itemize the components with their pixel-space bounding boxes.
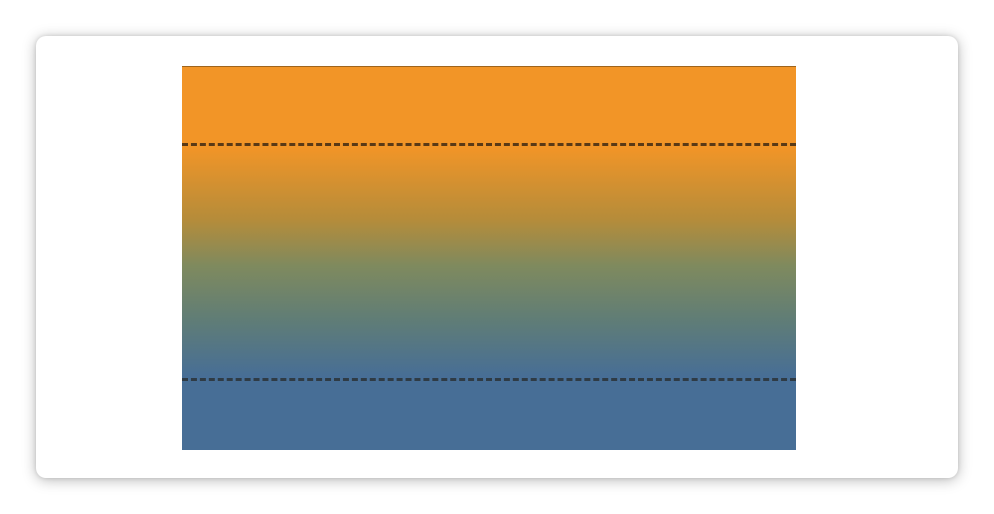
content-card xyxy=(36,36,958,478)
top-dashed-guide xyxy=(182,143,796,146)
bottom-dashed-guide xyxy=(182,378,796,381)
gradient-preview-panel xyxy=(182,66,796,450)
